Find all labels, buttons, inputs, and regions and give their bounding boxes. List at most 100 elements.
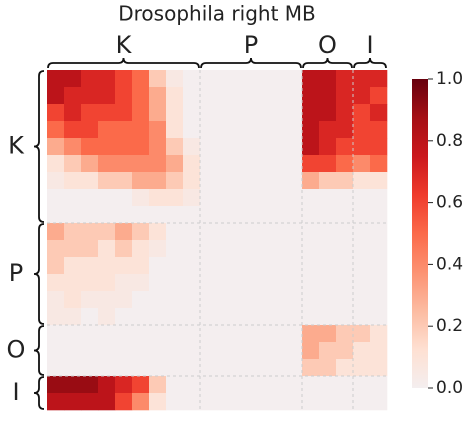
cell [302,342,320,360]
cell [183,189,201,207]
cell [47,291,65,309]
cell [302,206,320,224]
cell [115,172,133,190]
cell [200,359,218,377]
cell [251,138,269,156]
cell [285,70,303,88]
cell [319,206,337,224]
cell [336,155,354,173]
cell [81,376,99,394]
cell [251,342,269,360]
cell [64,121,82,139]
cell [115,138,133,156]
cell [98,359,116,377]
cell [64,172,82,190]
cell [302,393,320,411]
cell [302,223,320,241]
cell [353,70,371,88]
cell [302,308,320,326]
cell [81,70,99,88]
cell [183,257,201,275]
cell [336,87,354,105]
cell [302,70,320,88]
cell [336,172,354,190]
cell [47,87,65,105]
cell [64,223,82,241]
cell [81,308,99,326]
cell [251,206,269,224]
cell [64,155,82,173]
cell [319,172,337,190]
cell [132,308,150,326]
cell [200,257,218,275]
cell [234,87,252,105]
cell [217,359,235,377]
cell [149,121,167,139]
cell [115,274,133,292]
colorbar-tick-label: 0.4 [436,254,463,274]
cell [47,70,65,88]
cell [370,257,388,275]
cell [336,291,354,309]
cell [302,257,320,275]
cell [64,325,82,343]
cell [47,342,65,360]
cell [319,257,337,275]
cell [166,87,184,105]
cell [200,70,218,88]
cell [285,342,303,360]
cell [149,240,167,258]
cell [200,393,218,411]
cell [98,138,116,156]
brace [353,57,387,69]
cell [149,206,167,224]
cell [115,189,133,207]
cell [98,70,116,88]
cell [166,189,184,207]
cell [370,393,388,411]
cell [115,104,133,122]
cell [251,291,269,309]
cell [319,121,337,139]
cell [183,104,201,122]
cell [319,308,337,326]
cell [166,104,184,122]
cell [251,223,269,241]
cell [285,240,303,258]
cell [47,172,65,190]
cell [166,359,184,377]
cell [98,104,116,122]
cell [81,257,99,275]
x-group-label: O [318,31,337,59]
colorbar-tick-label: 1.0 [436,69,463,89]
cell [234,206,252,224]
cell [251,240,269,258]
cell [353,172,371,190]
cell [64,87,82,105]
cell [200,376,218,394]
cell [47,223,65,241]
cell [268,325,286,343]
cell [166,257,184,275]
cell [166,342,184,360]
cell [336,359,354,377]
brace [47,57,200,69]
cell [234,308,252,326]
cell [183,155,201,173]
cell [115,240,133,258]
cell [149,70,167,88]
cell [47,274,65,292]
cell [319,240,337,258]
cell [217,291,235,309]
cell [302,189,320,207]
cell [149,223,167,241]
cell [268,87,286,105]
cell [200,104,218,122]
cell [353,138,371,156]
cell [268,257,286,275]
cell [353,308,371,326]
cell [115,87,133,105]
cell [319,291,337,309]
cell [149,189,167,207]
